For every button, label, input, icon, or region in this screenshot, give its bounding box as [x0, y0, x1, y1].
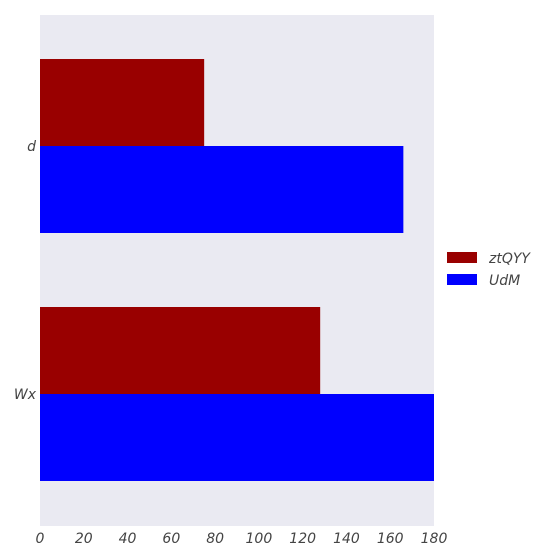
- legend-label-UdM: UdM: [489, 273, 520, 289]
- x-tick-label: 80: [206, 531, 224, 547]
- x-tick-label: 40: [119, 531, 137, 547]
- x-tick-label: 180: [421, 531, 448, 547]
- x-tick-label: 20: [75, 531, 93, 547]
- legend-swatch-ztQYY: [447, 252, 477, 263]
- x-tick-labels: 0 20 40 60 80 100 120 140 160 180: [36, 531, 448, 547]
- x-tick-label: 100: [246, 531, 273, 547]
- x-tick-label: 120: [289, 531, 316, 547]
- bars-group: [40, 59, 434, 481]
- x-tick-label: 60: [162, 531, 180, 547]
- y-tick-label: d: [27, 139, 36, 155]
- bar-UdM-d: [40, 146, 404, 233]
- legend-swatch-UdM: [447, 274, 477, 285]
- bar-ztQYY-d: [40, 59, 205, 146]
- legend-label-ztQYY: ztQYY: [488, 251, 531, 267]
- y-tick-labels: d Wx: [14, 139, 37, 403]
- x-tick-label: 160: [377, 531, 404, 547]
- x-tick-label: 140: [333, 531, 360, 547]
- bar-ztQYY-Wx: [40, 307, 321, 394]
- y-tick-label: Wx: [14, 387, 37, 403]
- bar-UdM-Wx: [40, 394, 434, 481]
- legend: ztQYY UdM: [447, 251, 531, 289]
- x-tick-label: 0: [36, 531, 45, 547]
